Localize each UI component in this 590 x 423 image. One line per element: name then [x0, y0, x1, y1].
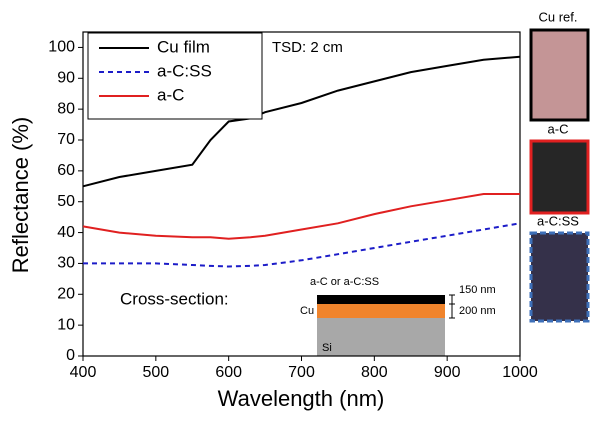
y-tick-label: 0	[66, 347, 75, 364]
y-tick-label: 10	[57, 316, 75, 333]
x-tick-label: 800	[361, 364, 388, 381]
y-tick-label: 60	[57, 162, 75, 179]
y-tick-label: 100	[48, 39, 75, 56]
x-tick-label: 900	[434, 364, 461, 381]
sample-photo	[529, 139, 590, 215]
inset-label: 150 nm	[459, 284, 496, 296]
y-tick-label: 20	[57, 286, 75, 303]
x-tick-label: 700	[288, 364, 315, 381]
sample-label: a-C	[548, 121, 569, 136]
top-layer	[317, 295, 445, 304]
bracket	[449, 294, 455, 319]
legend-label: Cu film	[157, 37, 210, 56]
legend-label: a-C:SS	[157, 61, 212, 80]
y-tick-label: 90	[57, 70, 75, 87]
annotation: TSD: 2 cm	[272, 39, 343, 56]
y-tick-label: 80	[57, 100, 75, 117]
inset-label: Cu	[300, 305, 314, 317]
cu-layer	[317, 304, 445, 318]
sample-photo	[529, 28, 590, 122]
y-tick-label: 30	[57, 255, 75, 272]
x-tick-label: 600	[215, 364, 242, 381]
x-tick-label: 400	[70, 364, 97, 381]
series-line	[82, 55, 521, 188]
sample-label: Cu ref.	[538, 9, 577, 24]
inset-label: Si	[322, 342, 332, 354]
legend-label: a-C	[157, 85, 184, 104]
sample-photo	[529, 231, 590, 323]
si-layer	[317, 318, 445, 356]
y-axis-label: Reflectance (%)	[8, 117, 33, 274]
series-line	[82, 193, 520, 240]
x-axis-label: Wavelength (nm)	[218, 386, 385, 411]
y-tick-label: 40	[57, 224, 75, 241]
sample-label: a-C:SS	[537, 213, 579, 228]
inset-label: 200 nm	[459, 305, 496, 317]
inset-label: a-C or a-C:SS	[310, 276, 379, 288]
y-tick-label: 50	[57, 193, 75, 210]
inset-title: Cross-section:	[120, 289, 229, 308]
x-tick-label: 1000	[502, 364, 538, 381]
y-tick-label: 70	[57, 131, 75, 148]
series-line	[83, 222, 521, 268]
x-tick-label: 500	[142, 364, 169, 381]
